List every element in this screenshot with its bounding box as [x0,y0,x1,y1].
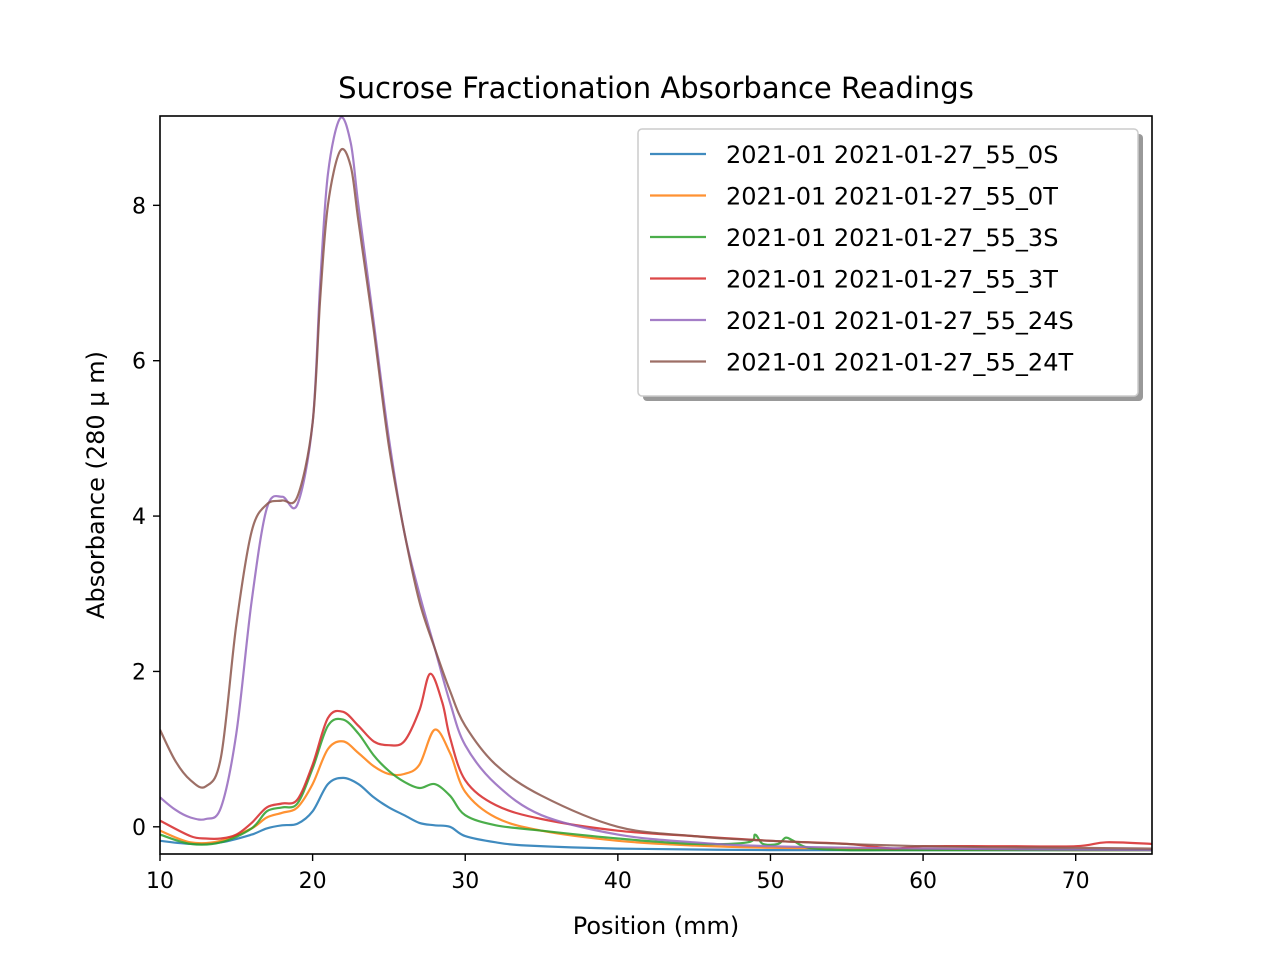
chart-title: Sucrose Fractionation Absorbance Reading… [338,71,974,105]
legend-label-3: 2021-01 2021-01-27_55_3S [726,224,1058,252]
series-line-3 [160,717,1152,852]
legend-label-5: 2021-01 2021-01-27_55_24S [726,307,1074,335]
x-tick-label: 10 [146,869,174,894]
legend-label-2: 2021-01 2021-01-27_55_0T [726,183,1058,211]
x-tick-label: 40 [604,869,632,894]
y-tick-label: 0 [132,816,146,841]
y-tick-label: 6 [132,350,146,375]
x-axis-label: Position (mm) [573,912,740,940]
series-line-6 [160,147,1152,850]
legend-label-1: 2021-01 2021-01-27_55_0S [726,141,1058,169]
x-tick-label: 20 [299,869,327,894]
y-axis-ticks: 0 2 4 6 8 [132,194,160,841]
legend: 2021-01 2021-01-27_55_0S 2021-01 2021-01-… [637,128,1143,401]
x-tick-label: 70 [1062,869,1090,894]
series-line-5 [160,116,1152,852]
legend-label-4: 2021-01 2021-01-27_55_3T [726,266,1058,294]
legend-box [637,128,1139,397]
series-line-1 [160,776,1152,852]
x-axis-ticks: 10 20 30 40 50 60 70 [146,854,1090,894]
x-tick-label: 60 [909,869,937,894]
series-line-2 [160,728,1152,852]
plot-area-frame [159,115,1153,855]
x-tick-label: 50 [756,869,784,894]
y-tick-label: 8 [132,194,146,219]
legend-items: 2021-01 2021-01-27_55_0S 2021-01 2021-01-… [650,141,1074,377]
legend-label-6: 2021-01 2021-01-27_55_24T [726,349,1073,377]
series-line-4 [160,672,1152,850]
y-axis-label: Absorbance (280 μ m) [82,351,110,619]
y-tick-label: 2 [132,660,146,685]
series-layer [160,116,1152,852]
x-tick-label: 30 [451,869,479,894]
y-tick-label: 4 [132,505,146,530]
